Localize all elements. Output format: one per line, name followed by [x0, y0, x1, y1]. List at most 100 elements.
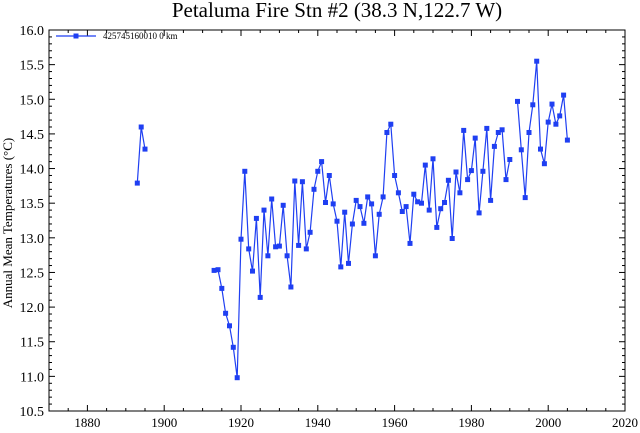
data-point — [346, 260, 351, 266]
series-line — [516, 61, 568, 198]
data-point — [280, 202, 286, 208]
data-point — [269, 196, 275, 202]
data-point — [376, 211, 382, 217]
data-point — [384, 130, 390, 135]
data-point — [323, 200, 328, 205]
y-tick-label: 11.5 — [20, 336, 44, 351]
data-point — [507, 157, 513, 162]
data-point — [234, 375, 240, 381]
data-point — [372, 253, 378, 259]
data-point — [257, 294, 263, 300]
data-point — [415, 199, 421, 205]
data-point — [503, 177, 509, 183]
data-point — [246, 246, 252, 252]
data-point — [476, 210, 482, 216]
y-tick-label: 12.5 — [20, 266, 45, 281]
y-axis-label: Annual Mean Temperatures (°C) — [0, 138, 15, 308]
data-point — [411, 191, 417, 197]
data-point — [330, 201, 336, 207]
data-point — [361, 220, 367, 226]
data-point — [557, 113, 563, 119]
data-point — [315, 168, 321, 174]
data-point — [545, 119, 551, 125]
data-point — [488, 197, 494, 203]
y-tick-label: 13.5 — [20, 197, 45, 212]
data-point — [319, 159, 325, 165]
data-point — [369, 201, 375, 207]
data-point — [238, 236, 244, 242]
data-point — [449, 236, 455, 241]
data-point — [518, 147, 524, 153]
legend: 425745160010 0 km — [56, 31, 178, 41]
data-point — [472, 135, 478, 141]
data-point — [223, 310, 229, 316]
x-tick-label: 1940 — [305, 415, 331, 428]
data-point — [284, 253, 290, 259]
y-axis: 10.5 11.0 11.5 12.0 12.5 13.0 13.5 14.0 14.5 15.0… — [20, 24, 625, 420]
data-point — [357, 204, 363, 210]
x-tick-label: 2000 — [535, 415, 561, 428]
data-point — [534, 58, 540, 64]
data-point — [442, 200, 447, 205]
x-axis: 1880 1900 1920 1940 1960 1980 2000 2020 — [48, 30, 638, 430]
data-point — [499, 127, 505, 133]
data-point — [342, 209, 348, 215]
x-tick-label: 1960 — [382, 415, 408, 428]
data-point — [419, 200, 424, 206]
data-point — [215, 267, 221, 273]
x-tick-label: 1920 — [228, 415, 254, 428]
series-line — [136, 126, 146, 184]
data-point — [338, 264, 344, 270]
data-point — [430, 156, 436, 162]
data-point — [296, 242, 302, 248]
series-line — [213, 121, 511, 378]
data-point — [334, 218, 340, 224]
data-point — [538, 146, 543, 152]
data-point — [326, 173, 332, 178]
data-point — [250, 268, 255, 274]
data-point — [349, 221, 355, 227]
data-point — [541, 161, 547, 167]
data-point — [445, 177, 451, 183]
data-point — [522, 195, 528, 201]
data-point — [265, 253, 271, 259]
y-tick-label: 14.0 — [20, 163, 45, 178]
data-point — [438, 206, 444, 212]
y-tick-label: 11.0 — [20, 370, 44, 385]
data-point — [211, 267, 217, 273]
data-point — [549, 101, 555, 107]
y-tick-label: 15.0 — [20, 93, 45, 108]
data-point — [434, 224, 440, 230]
data-point — [353, 197, 359, 203]
data-point — [392, 173, 398, 178]
data-point — [465, 177, 471, 183]
x-tick-label: 1900 — [151, 415, 177, 428]
y-tick-label: 16.0 — [20, 24, 45, 39]
data-point — [457, 190, 463, 196]
data-point — [253, 215, 259, 221]
data-point — [468, 168, 474, 174]
data-point — [530, 102, 536, 108]
data-point — [138, 124, 144, 130]
data-point — [426, 207, 432, 213]
data-point — [526, 130, 532, 135]
data-point — [407, 240, 413, 246]
data-point — [553, 121, 559, 127]
data-point — [395, 190, 401, 196]
data-point — [422, 162, 428, 168]
data-point — [227, 323, 232, 329]
y-tick-label: 14.5 — [20, 128, 45, 143]
data-point — [292, 178, 298, 184]
data-point — [461, 127, 467, 133]
y-tick-label: 15.5 — [20, 59, 45, 74]
data-point — [403, 204, 409, 210]
data-point — [142, 146, 148, 152]
x-tick-label: 1980 — [458, 415, 484, 428]
y-tick-label: 12.0 — [20, 301, 45, 316]
data-point — [219, 285, 225, 291]
data-point — [261, 207, 267, 213]
data-point — [299, 179, 305, 185]
data-point — [273, 244, 279, 250]
